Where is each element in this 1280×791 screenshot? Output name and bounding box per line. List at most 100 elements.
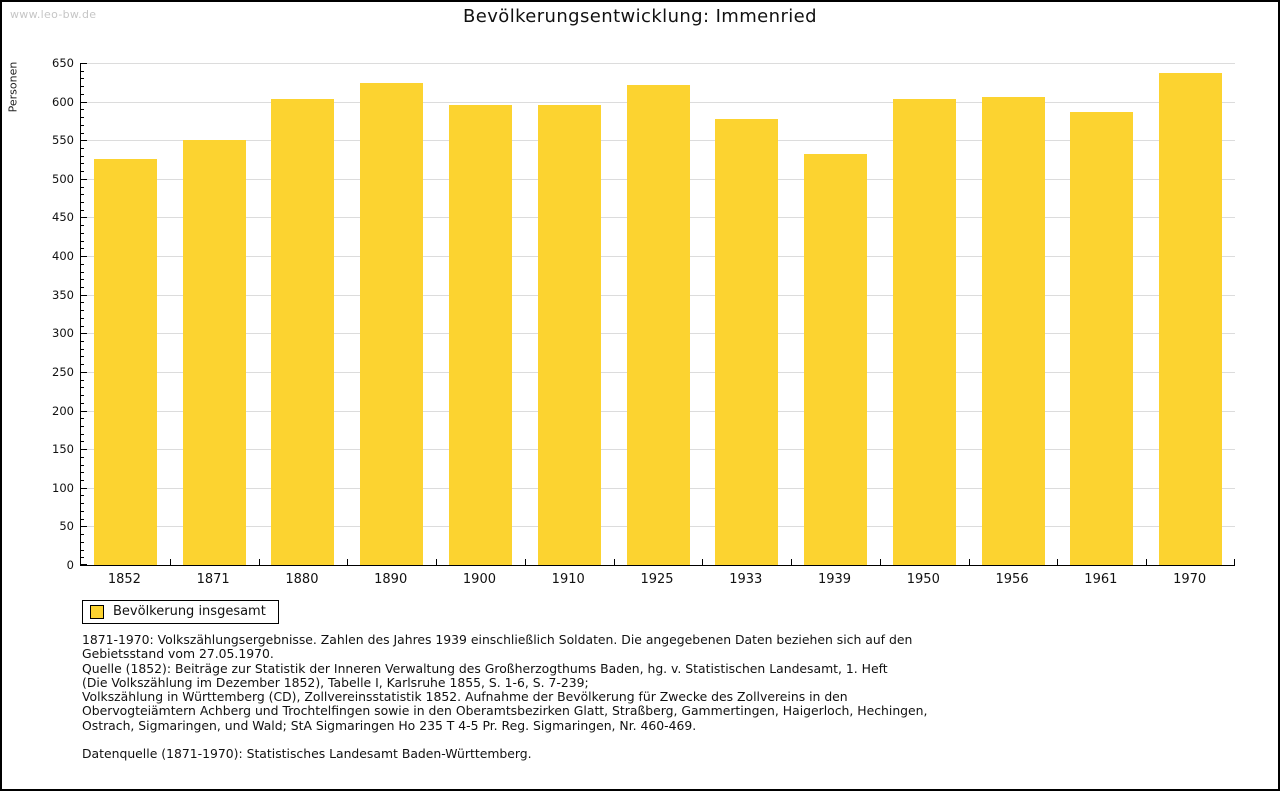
y-axis-minor-tick — [81, 225, 84, 227]
legend-swatch-icon — [90, 605, 104, 619]
y-axis-minor-tick — [81, 402, 84, 404]
x-axis-boundary-tick — [524, 559, 526, 565]
y-axis-tick-label: 150 — [52, 442, 74, 457]
x-axis-label-1950: 1950 — [906, 572, 940, 587]
y-axis-tick-label: 200 — [52, 403, 74, 418]
x-axis-boundary-tick — [879, 559, 881, 565]
y-axis-major-tick — [81, 410, 87, 412]
y-axis-minor-tick — [81, 302, 84, 304]
x-axis-label-1961: 1961 — [1084, 572, 1118, 587]
y-axis-tick-label: 50 — [59, 519, 74, 534]
y-axis-minor-tick — [81, 86, 84, 88]
y-axis-minor-tick — [81, 70, 84, 72]
y-axis-major-tick — [81, 63, 87, 64]
legend-label: Bevölkerung insgesamt — [113, 604, 266, 619]
y-axis-minor-tick — [81, 418, 84, 420]
y-axis-major-tick — [81, 371, 87, 373]
x-axis-label-1925: 1925 — [640, 572, 674, 587]
y-axis-minor-tick — [81, 441, 84, 443]
y-axis-major-tick — [81, 101, 87, 103]
y-axis-tick-label: 350 — [52, 287, 74, 302]
y-axis-minor-tick — [81, 117, 84, 119]
footnotes: 1871-1970: Volkszählungsergebnisse. Zahl… — [82, 632, 942, 761]
x-axis-label-1880: 1880 — [285, 572, 319, 587]
y-axis-minor-tick — [81, 348, 84, 350]
y-axis-tick-label: 300 — [52, 326, 74, 341]
y-axis-minor-tick — [81, 248, 84, 250]
x-axis-boundary-tick — [1057, 559, 1059, 565]
y-axis-major-tick — [81, 294, 87, 296]
y-axis-major-tick — [81, 564, 87, 565]
y-axis-minor-tick — [81, 425, 84, 427]
y-axis-major-tick — [81, 178, 87, 180]
bar-1925 — [626, 84, 690, 565]
y-axis-tick-label: 100 — [52, 480, 74, 495]
y-axis-minor-tick — [81, 456, 84, 458]
bar-1852 — [93, 158, 157, 565]
y-axis-minor-tick — [81, 472, 84, 474]
y-axis-minor-tick — [81, 364, 84, 366]
y-axis-minor-tick — [81, 78, 84, 80]
y-axis-tick-label: 500 — [52, 171, 74, 186]
y-axis-tick-label: 250 — [52, 364, 74, 379]
y-axis-minor-tick — [81, 310, 84, 312]
y-axis-minor-tick — [81, 387, 84, 389]
x-axis-boundary-tick — [702, 559, 704, 565]
y-axis-minor-tick — [81, 549, 84, 551]
y-axis-minor-tick — [81, 557, 84, 559]
x-axis-boundary-tick — [613, 559, 615, 565]
y-axis-minor-tick — [81, 171, 84, 173]
y-axis-minor-tick — [81, 194, 84, 196]
x-axis-boundary-tick — [347, 559, 349, 565]
y-axis-tick-label: 550 — [52, 133, 74, 148]
y-axis-minor-tick — [81, 464, 84, 466]
bar-1900 — [448, 104, 512, 565]
y-axis-minor-tick — [81, 279, 84, 281]
y-axis-major-tick — [81, 140, 87, 142]
y-axis-minor-tick — [81, 271, 84, 273]
bar-1939 — [804, 154, 868, 565]
y-axis-minor-tick — [81, 325, 84, 327]
y-axis-tick-label: 400 — [52, 249, 74, 264]
x-axis-boundary-tick — [968, 559, 970, 565]
y-axis-minor-tick — [81, 480, 84, 482]
y-axis-tick-label: 650 — [52, 56, 74, 70]
x-axis-label-1956: 1956 — [995, 572, 1029, 587]
y-axis-minor-tick — [81, 518, 84, 520]
x-axis-label-1871: 1871 — [196, 572, 230, 587]
x-axis-boundary-tick — [436, 559, 438, 565]
y-axis-minor-tick — [81, 186, 84, 188]
y-axis-minor-tick — [81, 286, 84, 288]
y-axis-minor-tick — [81, 395, 84, 397]
legend: Bevölkerung insgesamt — [82, 600, 279, 624]
y-axis-minor-tick — [81, 109, 84, 111]
x-axis-label-1852: 1852 — [107, 572, 141, 587]
x-axis-boundary-tick — [791, 559, 793, 565]
footnote-census-note: 1871-1970: Volkszählungsergebnisse. Zahl… — [82, 632, 913, 662]
y-axis-minor-tick — [81, 263, 84, 265]
x-axis-label-1900: 1900 — [462, 572, 496, 587]
x-axis-label-1933: 1933 — [729, 572, 763, 587]
x-axis-label-1910: 1910 — [551, 572, 585, 587]
chart-title: Bevölkerungsentwicklung: Immenried — [463, 6, 817, 27]
y-axis-minor-tick — [81, 93, 84, 95]
x-axis-label-1890: 1890 — [374, 572, 408, 587]
y-axis-major-tick — [81, 333, 87, 335]
y-axis-tick-label: 600 — [52, 94, 74, 109]
x-axis-boundary-tick — [1234, 559, 1235, 565]
bar-1970 — [1159, 73, 1223, 565]
bar-1880 — [271, 98, 335, 565]
y-axis-tick-label: 0 — [66, 558, 74, 572]
x-axis-label-1939: 1939 — [817, 572, 852, 587]
watermark: www.leo-bw.de — [10, 8, 97, 21]
y-axis-major-tick — [81, 487, 87, 489]
y-axis-minor-tick — [81, 495, 84, 497]
y-axis-minor-tick — [81, 155, 84, 157]
y-axis-minor-tick — [81, 232, 84, 234]
y-axis-minor-tick — [81, 240, 84, 242]
bar-1933 — [715, 119, 779, 565]
y-axis-minor-tick — [81, 124, 84, 126]
y-axis-minor-tick — [81, 209, 84, 211]
y-axis-major-tick — [81, 526, 87, 528]
